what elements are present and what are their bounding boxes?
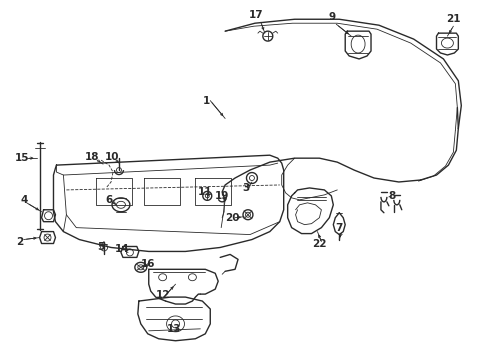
Text: 5: 5 <box>97 243 104 252</box>
Text: 8: 8 <box>387 191 395 201</box>
Text: 16: 16 <box>140 259 155 269</box>
Text: 20: 20 <box>224 213 239 223</box>
Text: 18: 18 <box>85 152 99 162</box>
Text: 6: 6 <box>105 195 112 205</box>
Text: 14: 14 <box>114 244 129 255</box>
Text: 4: 4 <box>20 195 27 205</box>
Text: 21: 21 <box>445 14 460 24</box>
Text: 1: 1 <box>202 96 209 105</box>
Text: 15: 15 <box>15 153 29 163</box>
Text: 10: 10 <box>104 152 119 162</box>
Text: 19: 19 <box>215 191 229 201</box>
Text: 12: 12 <box>155 290 169 300</box>
Text: 17: 17 <box>248 10 263 20</box>
Text: 11: 11 <box>198 187 212 197</box>
Text: 2: 2 <box>16 237 23 247</box>
Text: 9: 9 <box>328 12 335 22</box>
Text: 13: 13 <box>167 324 182 334</box>
Text: 3: 3 <box>242 183 249 193</box>
Text: 22: 22 <box>311 239 326 248</box>
Text: 7: 7 <box>335 222 342 233</box>
